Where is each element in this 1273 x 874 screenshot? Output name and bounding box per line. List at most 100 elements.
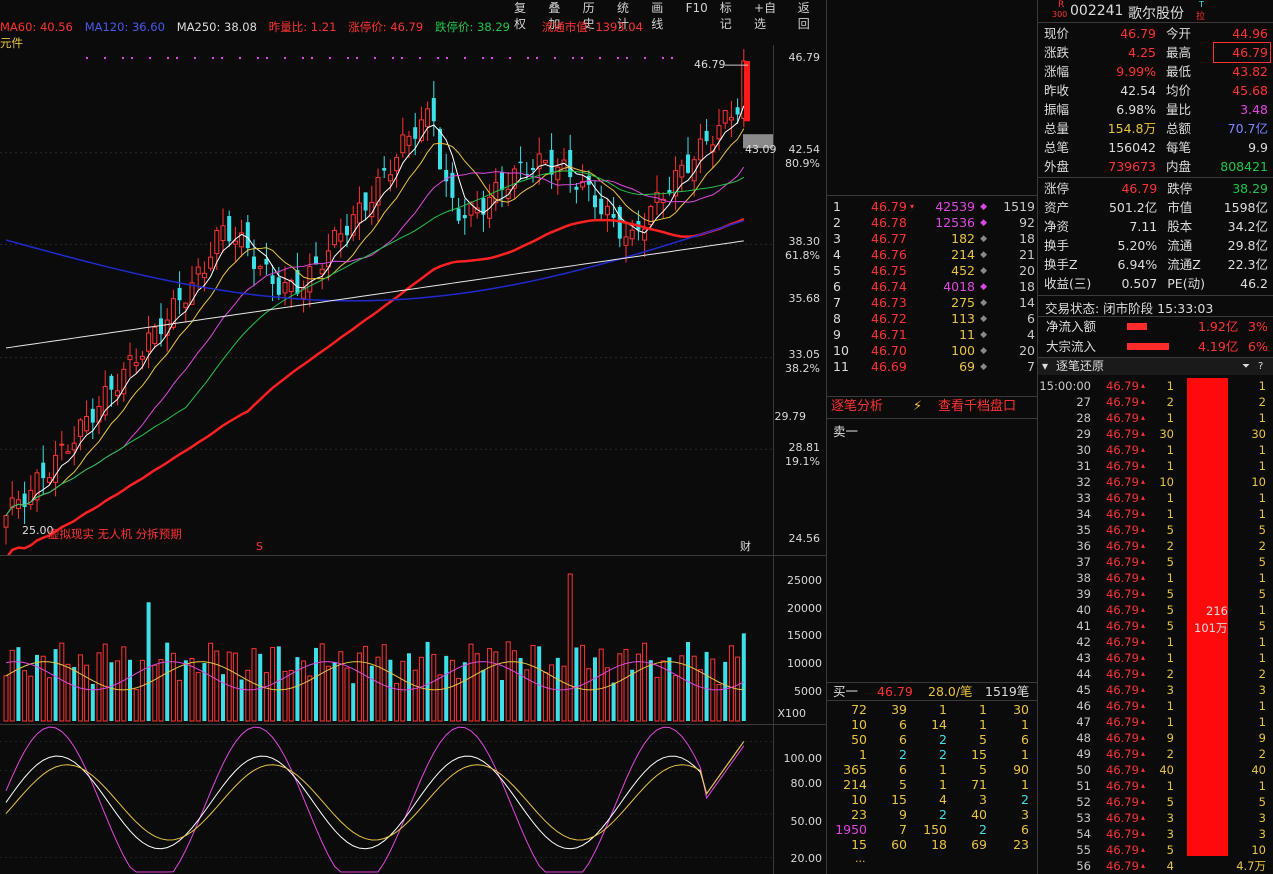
orderbook-row[interactable]: 11 46.69 69 ◆ 7 [827, 359, 1037, 375]
candle [604, 205, 610, 216]
candle [146, 332, 152, 352]
collapse-icon[interactable]: ▾ [1042, 359, 1049, 373]
queue-row: 214 5 1 71 1 [827, 777, 1037, 792]
level-orders: 1519 [1003, 199, 1035, 214]
candle [431, 98, 436, 122]
signal-dot [149, 57, 151, 59]
orderbook-row[interactable]: 1 46.79 ▾ 42539 ◆ 1519 [827, 199, 1037, 215]
toolbar-draw-button[interactable]: 画线 [651, 1, 664, 31]
candle [536, 153, 542, 170]
orderbook-row[interactable]: 5 46.75 452 ◆ 20 [827, 263, 1037, 279]
tick-cum: 10 [1251, 475, 1266, 489]
help-icon[interactable]: ? [1258, 361, 1264, 372]
buy1-row: 买一 46.79 28.0/笔 1519笔 [827, 684, 1037, 700]
tick-price: 46.79 [1106, 635, 1139, 649]
tick-time: 53 [1076, 811, 1091, 825]
volume-bar [505, 641, 511, 722]
volume-bar [40, 655, 46, 722]
buy1-avg: 28.0/笔 [928, 684, 973, 699]
candle [22, 493, 27, 507]
toolbar-overlay-button[interactable]: 叠加 [548, 1, 561, 31]
concept-tags[interactable]: 虚拟现实 无人机 分拆预期 [48, 527, 182, 541]
level-volume: 214 [951, 247, 975, 262]
toolbar-back-button[interactable]: 返回 [797, 1, 810, 31]
tick-time: 46 [1076, 699, 1091, 713]
cai-marker[interactable]: 财 [740, 540, 751, 553]
info-value: 29.8亿 [1227, 238, 1268, 253]
queue-cell: 40 [971, 807, 987, 822]
orderbook-row[interactable]: 9 46.71 11 ◆ 4 [827, 327, 1037, 343]
tick-row: 51 46.79 ▴ 1 1 [1038, 778, 1270, 794]
orderbook-row[interactable]: 2 46.78 12536 ◆ 92 [827, 215, 1037, 231]
limit-down-label: 跌停价: 38.29 [435, 20, 510, 34]
signal-dot [356, 57, 358, 59]
orderbook-row[interactable]: 7 46.73 275 ◆ 14 [827, 295, 1037, 311]
kline-chart[interactable] [0, 45, 773, 555]
queue-cell: 1 [1021, 717, 1029, 732]
info-value: 9.99% [1116, 64, 1156, 79]
s-marker[interactable]: S [256, 540, 263, 553]
level-orders: 7 [1027, 359, 1035, 374]
volume-bar [102, 643, 108, 722]
tab-thousand-depth[interactable]: 查看千档盘口 [938, 399, 1017, 414]
signal-dot [86, 57, 88, 59]
volume-bar [518, 658, 523, 721]
level-price: 46.69 [871, 359, 907, 374]
filter-icon[interactable]: ⏷ [1242, 361, 1250, 372]
tick-time: 55 [1076, 843, 1091, 857]
level-orders: 14 [1019, 295, 1035, 310]
info-value: 42.54 [1120, 83, 1156, 98]
volume-bar [46, 677, 52, 722]
info-value: 43.82 [1232, 64, 1268, 79]
fib-tick: 80.9% [785, 157, 820, 170]
tick-volume: 5 [1166, 795, 1174, 809]
info-row: 换手 5.20% 流通 29.8亿 [1042, 236, 1270, 255]
tick-volume: 2 [1166, 747, 1174, 761]
level-index: 7 [833, 295, 841, 310]
orderbook-row[interactable]: 6 46.74 4018 ◆ 18 [827, 279, 1037, 295]
tick-volume: 9 [1166, 731, 1174, 745]
queue-cell: 2 [899, 747, 907, 762]
volume-chart[interactable] [0, 556, 773, 724]
orderbook-panel: 1 46.79 ▾ 42539 ◆ 1519 2 46.78 12536 ◆ 92 3 46.77 182… [827, 0, 1037, 874]
queue-row: 15 60 18 69 23 [827, 837, 1037, 852]
volume-bar [500, 680, 504, 721]
chart-area[interactable]: 复权 叠加 历史 统计 画线 F10 标记 +自选 返回 MA60: 40.56… [0, 0, 826, 874]
tick-row: 15:00:00 46.79 ▴ 1 1 [1038, 378, 1270, 394]
stock-header[interactable]: R 300 002241 歌尔股份 T 拉 [1038, 0, 1273, 22]
tick-cum: 4.7万 [1236, 859, 1266, 873]
candle [648, 206, 654, 225]
tick-header[interactable]: ▾ 逐笔还原 ⏷ ? [1038, 358, 1273, 375]
orderbook-row[interactable]: 10 46.70 100 ◆ 20 [827, 343, 1037, 359]
tick-cum: 3 [1258, 827, 1266, 841]
price-axis: 46.79 42.54 80.9% 38.30 61.8% 35.68 33.0… [773, 45, 826, 555]
orderbook-row[interactable]: 4 46.76 214 ◆ 21 [827, 247, 1037, 263]
queue-cell: 23 [1013, 837, 1029, 852]
orderbook-row[interactable]: 3 46.77 182 ◆ 18 [827, 231, 1037, 247]
tab-tick-analysis[interactable]: 逐笔分析 [831, 399, 884, 414]
level-orders: 20 [1019, 263, 1035, 278]
buy1-label: 买一 [833, 684, 859, 699]
kdj-chart[interactable] [0, 725, 773, 874]
toolbar-f10-button[interactable]: F10 [685, 1, 708, 15]
info-value: 6.98% [1116, 102, 1156, 117]
volume-bar [202, 663, 207, 721]
orderbook-row[interactable]: 8 46.72 113 ◆ 6 [827, 311, 1037, 327]
net-inflow-row: 净流入额 1.92亿 3% [1038, 318, 1273, 336]
candle [71, 442, 77, 451]
level-orders: 18 [1019, 231, 1035, 246]
info-row: 净资 7.11 股本 34.2亿 [1042, 217, 1270, 236]
info-row: 涨停 46.79 跌停 38.29 [1042, 179, 1270, 198]
toolbar-mark-button[interactable]: 标记 [719, 1, 732, 31]
tick-price: 46.79 [1106, 571, 1139, 585]
toolbar-history-button[interactable]: 历史 [582, 1, 595, 31]
tick-row: 46 46.79 ▴ 1 1 [1038, 698, 1270, 714]
volume-bar [617, 653, 623, 722]
tick-row: 37 46.79 ▴ 5 5 [1038, 554, 1270, 570]
ma60-line [7, 217, 745, 555]
toolbar-add-watchlist-button[interactable]: +自选 [754, 1, 777, 31]
toolbar-stats-button[interactable]: 统计 [616, 1, 629, 31]
buy-queue: 72 39 1 1 30 10 6 14 1 1 50 6 2 5 6 1 2 2 15 1 365 6 1 5 90 214 5 1… [827, 702, 1037, 872]
toolbar-fuquan-button[interactable]: 复权 [514, 1, 527, 31]
volume-bar [561, 665, 567, 722]
